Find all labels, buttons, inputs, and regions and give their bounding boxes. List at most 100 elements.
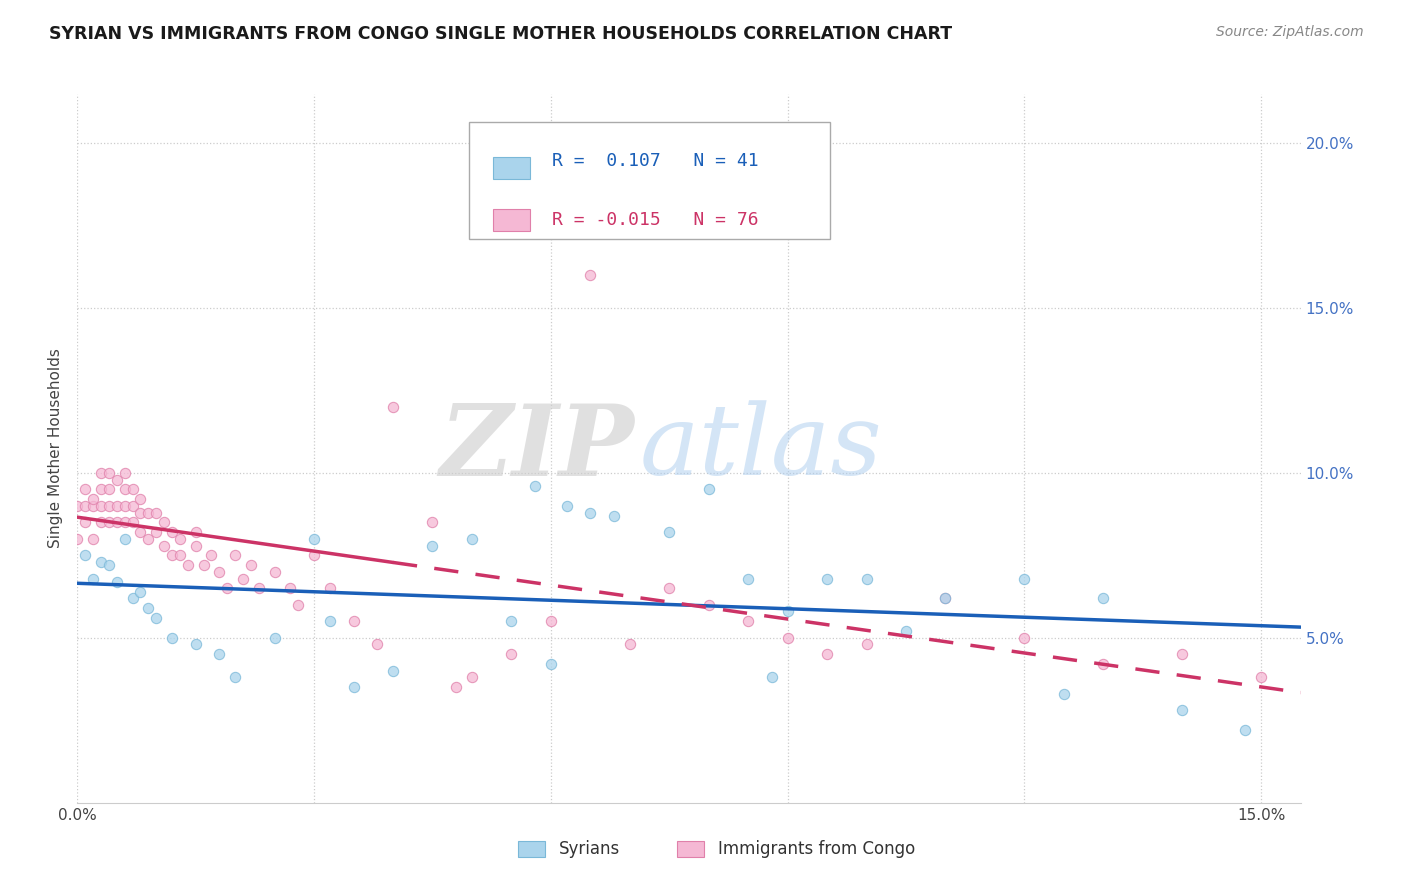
Point (619, 638, 641, 652)
Point (75, 549, 97, 563)
Text: R = -0.015   N = 76: R = -0.015 N = 76 (553, 211, 759, 229)
Point (524, 479, 547, 493)
Point (145, 525, 167, 540)
Point (121, 483, 143, 497)
Bar (517, 841, 544, 856)
Point (129, 584, 152, 599)
Point (737, 572, 759, 586)
Point (247, 582, 270, 596)
Point (658, 525, 681, 540)
Point (121, 499, 143, 513)
Text: Immigrants from Congo: Immigrants from Congo (718, 840, 915, 858)
Point (1053, 687, 1076, 701)
Point (105, 516, 128, 530)
Point (1171, 648, 1194, 662)
Point (302, 549, 325, 563)
Point (1092, 657, 1115, 672)
Point (160, 525, 183, 540)
Point (114, 532, 136, 546)
Point (224, 670, 246, 684)
Point (555, 499, 578, 513)
Point (208, 648, 231, 662)
Point (82, 572, 104, 586)
Point (422, 539, 444, 553)
Point (208, 565, 231, 579)
Point (382, 400, 405, 414)
Point (184, 525, 207, 540)
Point (97, 558, 120, 573)
Point (894, 624, 917, 639)
Text: R =  0.107   N = 41: R = 0.107 N = 41 (553, 152, 759, 170)
Text: ZIP: ZIP (439, 400, 634, 497)
Point (319, 582, 342, 596)
Point (239, 558, 262, 573)
Point (776, 631, 799, 645)
Bar (494, 210, 530, 230)
Point (82, 532, 104, 546)
Text: Source: ZipAtlas.com: Source: ZipAtlas.com (1216, 25, 1364, 39)
Point (97, 483, 120, 497)
Point (90, 555, 112, 569)
Point (184, 638, 207, 652)
Point (1092, 591, 1115, 606)
Point (761, 670, 783, 684)
Point (697, 598, 720, 612)
Point (224, 549, 246, 563)
Point (177, 558, 200, 573)
Point (153, 516, 176, 530)
Point (737, 615, 759, 629)
Point (66, 499, 89, 513)
Point (138, 506, 160, 520)
Point (263, 631, 285, 645)
Point (815, 572, 838, 586)
Point (153, 539, 176, 553)
Point (97, 499, 120, 513)
Point (461, 532, 484, 546)
Point (855, 638, 877, 652)
Point (129, 525, 152, 540)
Point (105, 499, 128, 513)
Point (121, 591, 143, 606)
Point (138, 601, 160, 615)
Point (934, 591, 956, 606)
Point (579, 506, 602, 520)
Point (815, 648, 838, 662)
Point (75, 516, 97, 530)
Point (1250, 670, 1272, 684)
Point (90, 466, 112, 480)
Point (129, 492, 152, 507)
Point (697, 483, 720, 497)
Point (114, 499, 136, 513)
Point (105, 473, 128, 487)
Text: Syrians: Syrians (560, 840, 620, 858)
Bar (676, 841, 703, 856)
Point (169, 549, 191, 563)
Point (1014, 572, 1036, 586)
Point (382, 664, 405, 678)
Point (461, 670, 484, 684)
Point (160, 549, 183, 563)
Point (501, 615, 523, 629)
Point (287, 598, 309, 612)
Point (579, 268, 602, 282)
Point (366, 638, 388, 652)
Point (342, 681, 364, 695)
Point (105, 574, 128, 589)
Point (169, 532, 191, 546)
Point (82, 492, 104, 507)
Point (319, 615, 342, 629)
Point (658, 582, 681, 596)
Point (776, 605, 799, 619)
Point (90, 516, 112, 530)
Point (342, 615, 364, 629)
Point (302, 532, 325, 546)
Y-axis label: Single Mother Households: Single Mother Households (48, 348, 63, 549)
Point (603, 508, 626, 523)
Point (129, 506, 152, 520)
Point (540, 615, 562, 629)
Point (75, 483, 97, 497)
Point (114, 516, 136, 530)
Point (90, 499, 112, 513)
Text: atlas: atlas (640, 401, 883, 496)
Point (232, 572, 254, 586)
